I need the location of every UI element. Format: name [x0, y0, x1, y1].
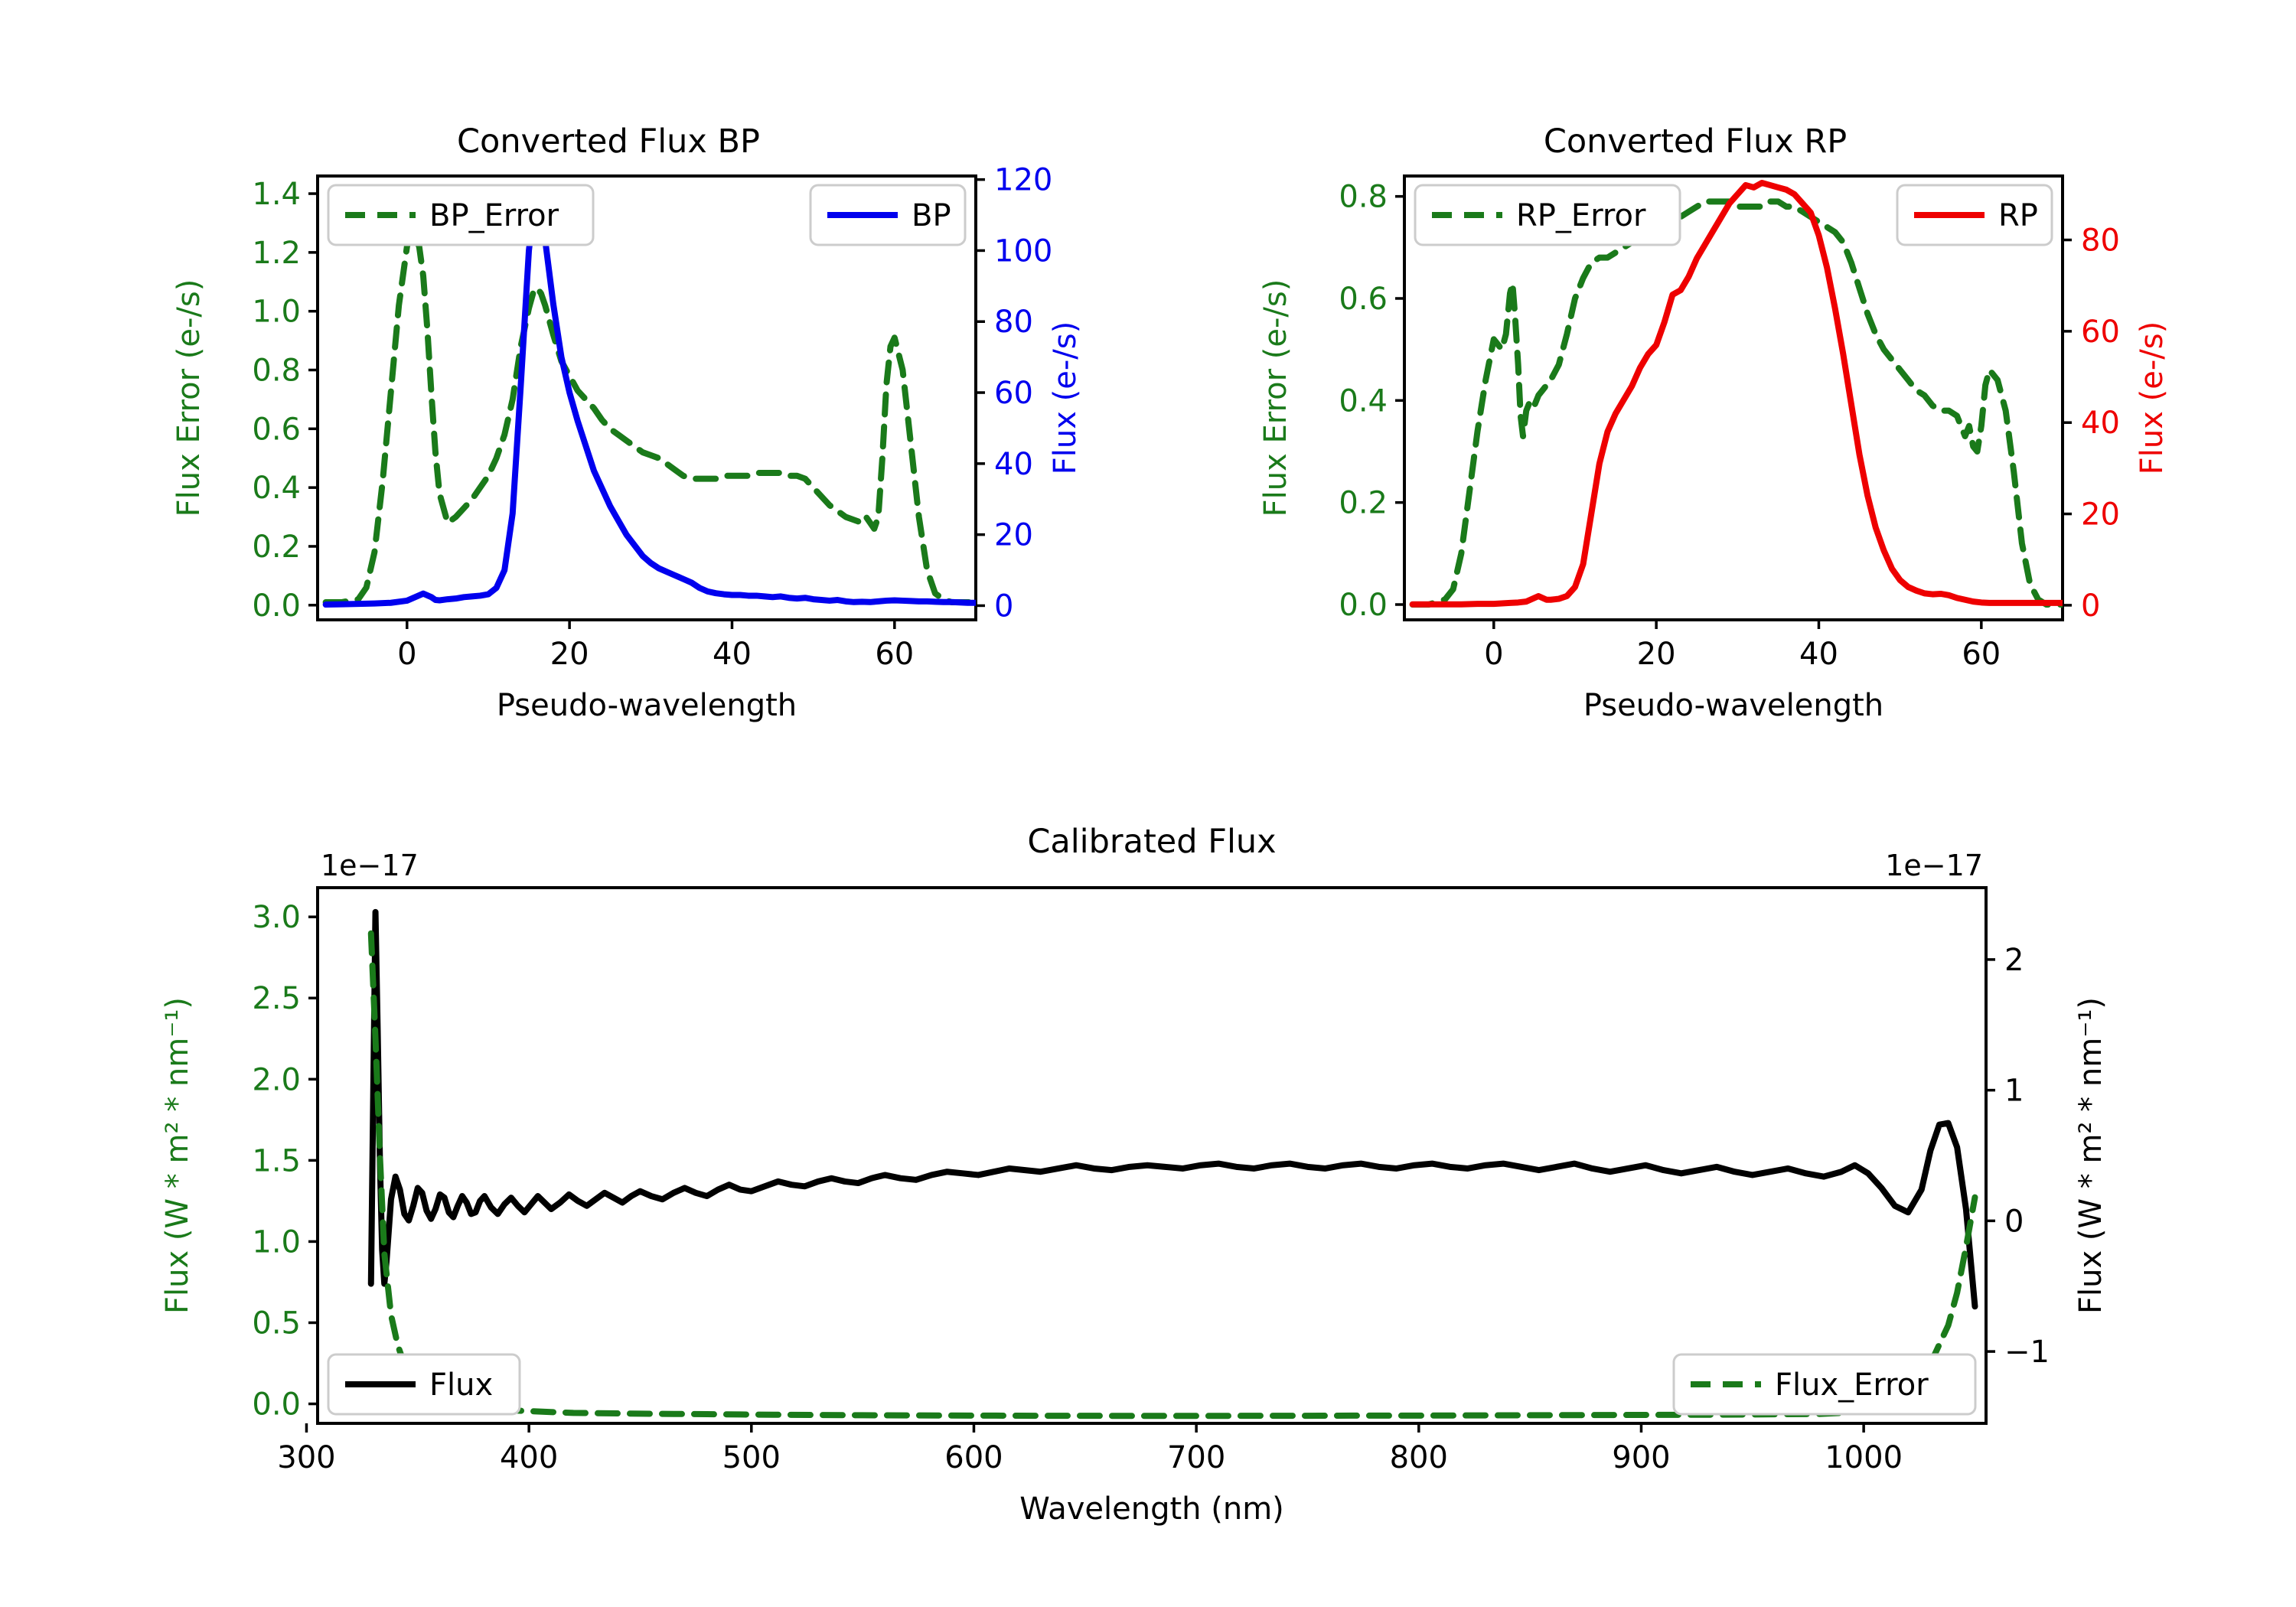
x-tick-label: 60 [875, 637, 914, 672]
y-axis-title-right: Flux (e-/s) [1048, 321, 1083, 474]
y-tick-label-left: 0.8 [1339, 180, 1388, 215]
panel-calibrated-flux: Calibrated Flux 300 400 500 600 700 800 900 100… [160, 823, 2135, 1596]
panel-title-calibrated: Calibrated Flux [1027, 823, 1277, 861]
x-axis-title: Pseudo-wavelength [1583, 688, 1883, 723]
legend-label-flux: Flux [429, 1367, 493, 1403]
chart-bp: 0 20 40 60 Pseudo-wavelength 0.0 0.2 0.4 0.6 0.8 1… [171, 163, 1083, 723]
x-tick-label: 0 [397, 637, 416, 672]
legend-rp[interactable]: RP [1896, 184, 2053, 246]
y-axis-title-right: Flux (e-/s) [2135, 321, 2170, 474]
y-tick-label-left: 1.0 [252, 1224, 301, 1260]
y-axis-title-left: Flux Error (e-/s) [171, 279, 207, 517]
panel-converted-flux-bp: Converted Flux BP 0 20 40 60 Pseudo-waveleng… [168, 122, 1083, 758]
legend-label-bp: BP [912, 198, 951, 233]
x-tick-label: 20 [550, 637, 589, 672]
legend-label-flux_error: Flux_Error [1775, 1367, 1929, 1403]
legend-flux_error[interactable]: Flux_Error [1672, 1353, 1977, 1416]
y-tick-label-right: 100 [994, 233, 1052, 269]
legend-rp_error[interactable]: RP_Error [1414, 184, 1681, 246]
y-tick-label-left: 0.6 [252, 412, 301, 447]
panel-title-rp: Converted Flux RP [1543, 122, 1848, 161]
series-line-bp_error [322, 228, 976, 605]
x-tick-label: 40 [1799, 637, 1838, 672]
x-tick-label: 40 [713, 637, 752, 672]
y-tick-label-left: 0.2 [252, 530, 301, 565]
y-tick-label-right: 80 [994, 305, 1033, 340]
x-tick-label: 900 [1612, 1440, 1670, 1475]
chart-calibrated: 300 400 500 600 700 800 900 1000 Wavelength (nm)… [160, 849, 2108, 1527]
series-line-flux [367, 908, 1978, 1310]
y-tick-label-right: 0 [2081, 588, 2100, 624]
y-tick-label-left: 0.4 [1339, 383, 1388, 419]
x-tick-label: 400 [500, 1440, 558, 1475]
legend-label-bp_error: BP_Error [429, 198, 559, 233]
x-tick-label: 800 [1390, 1440, 1448, 1475]
x-tick-label: 1000 [1825, 1440, 1903, 1475]
y-tick-label-right: 0 [994, 588, 1013, 624]
y-tick-label-right: −1 [2004, 1335, 2050, 1370]
y-tick-label-right: 80 [2081, 223, 2120, 259]
y-axis-title-left: Flux (W * m² * nm⁻¹) [160, 997, 195, 1314]
y-axis-title-right: Flux (W * m² * nm⁻¹) [2073, 997, 2108, 1314]
x-tick-label: 300 [277, 1440, 335, 1475]
legend-flux[interactable]: Flux [327, 1353, 521, 1416]
panel-title-bp: Converted Flux BP [457, 122, 760, 161]
y-tick-label-left: 0.0 [252, 1387, 301, 1423]
x-tick-label: 500 [722, 1440, 781, 1475]
y-tick-label-left: 0.2 [1339, 486, 1388, 521]
y-tick-label-left: 1.4 [252, 177, 301, 212]
y-axis-title-left: Flux Error (e-/s) [1258, 279, 1293, 517]
y-tick-label-left: 1.5 [252, 1143, 301, 1178]
y-tick-label-left: 2.5 [252, 981, 301, 1016]
x-axis-title: Wavelength (nm) [1019, 1491, 1284, 1527]
y-axis-offset-right: 1e−17 [1885, 849, 1983, 882]
y-tick-label-left: 0.0 [252, 588, 301, 624]
series-line-bp [322, 197, 976, 608]
y-tick-label-left: 0.5 [252, 1305, 301, 1341]
y-tick-label-left: 0.4 [252, 471, 301, 506]
y-tick-label-right: 20 [2081, 497, 2120, 533]
x-tick-label: 600 [944, 1440, 1003, 1475]
y-tick-label-right: 120 [994, 163, 1052, 198]
legend-label-rp_error: RP_Error [1516, 198, 1646, 233]
legend-bp[interactable]: BP [809, 184, 967, 246]
x-tick-label: 0 [1484, 637, 1503, 672]
x-tick-label: 60 [1962, 637, 2001, 672]
y-tick-label-left: 0.8 [252, 354, 301, 389]
legend-label-rp: RP [1998, 198, 2038, 233]
x-tick-label: 20 [1637, 637, 1676, 672]
y-tick-label-left: 1.0 [252, 295, 301, 330]
y-tick-label-right: 1 [2004, 1074, 2024, 1109]
x-axis-title: Pseudo-wavelength [497, 688, 797, 723]
y-tick-label-right: 20 [994, 518, 1033, 553]
y-tick-label-right: 0 [2004, 1204, 2024, 1239]
y-tick-label-left: 2.0 [252, 1062, 301, 1097]
y-tick-label-left: 0.6 [1339, 282, 1388, 317]
x-tick-label: 700 [1167, 1440, 1225, 1475]
y-tick-label-left: 1.2 [252, 236, 301, 271]
y-tick-label-right: 60 [2081, 315, 2120, 350]
chart-rp: 0 20 40 60 Pseudo-wavelength 0.0 0.2 0.4 0.6 0.8 F… [1258, 174, 2170, 723]
y-tick-label-right: 40 [2081, 406, 2120, 441]
y-axis-offset-left: 1e−17 [321, 849, 419, 882]
legend-bp_error[interactable]: BP_Error [327, 184, 595, 246]
series-line-rp [1409, 179, 2063, 608]
y-tick-label-right: 2 [2004, 943, 2024, 978]
y-tick-label-right: 60 [994, 376, 1033, 411]
y-tick-label-left: 0.0 [1339, 588, 1388, 623]
y-tick-label-right: 40 [994, 447, 1033, 482]
panel-converted-flux-rp: Converted Flux RP 0 20 40 60 Pseudo-waveleng… [1255, 122, 2170, 758]
y-tick-label-left: 3.0 [252, 900, 301, 935]
